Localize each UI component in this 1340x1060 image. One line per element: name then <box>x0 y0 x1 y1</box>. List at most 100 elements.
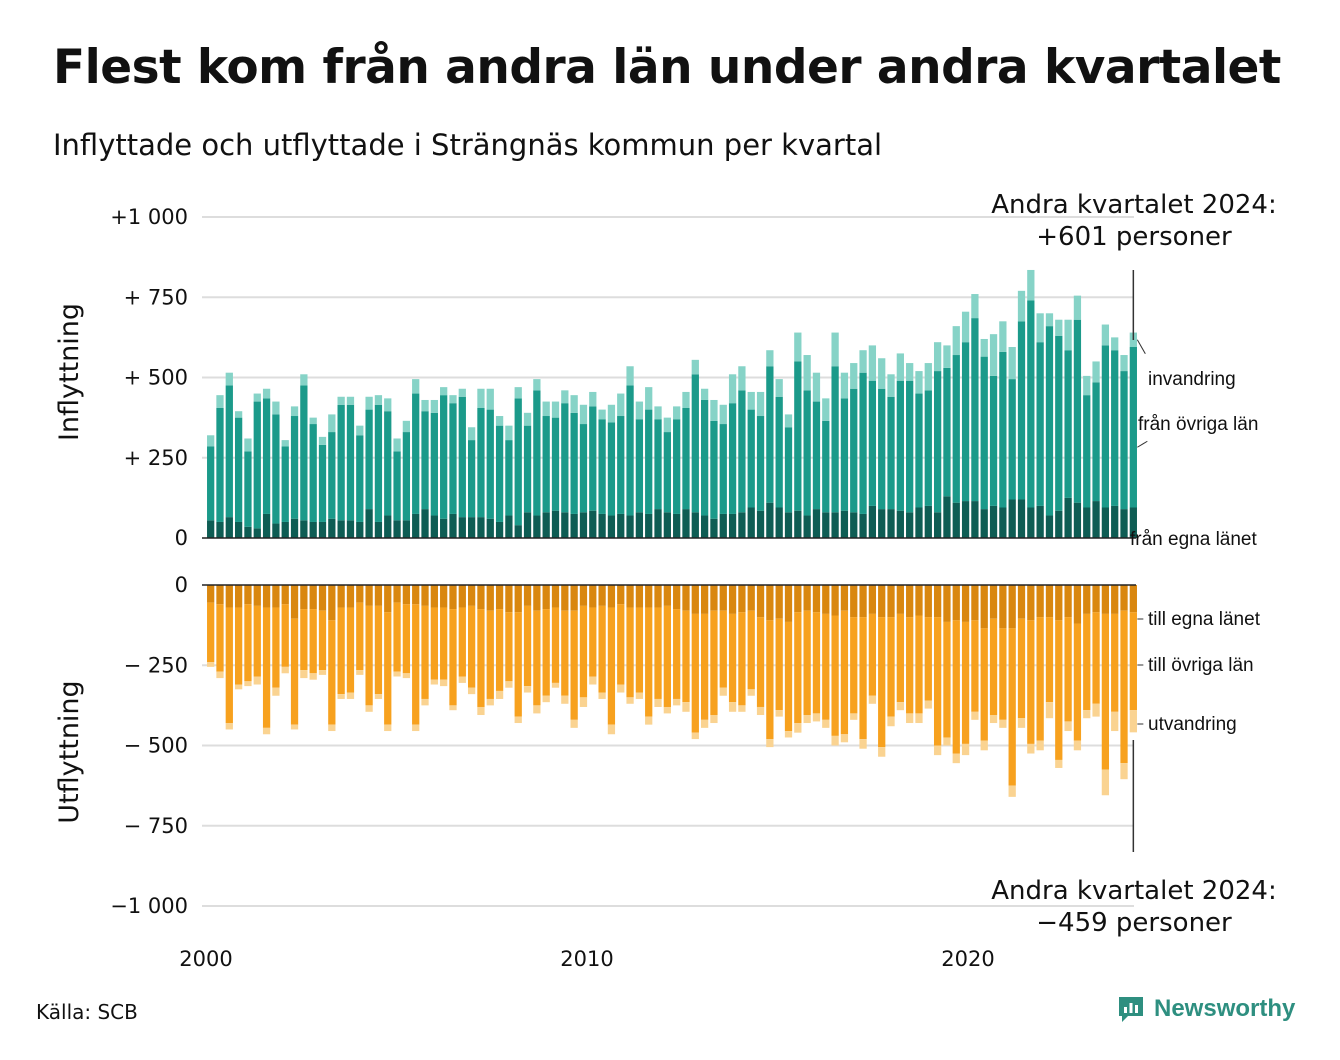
bar-in-2 <box>234 411 243 418</box>
bar-in-0 <box>356 521 364 538</box>
bar-in-2 <box>654 406 662 420</box>
series-labels: invandring från övriga län från egna länet… <box>1130 339 1261 735</box>
bar-out-0 <box>430 585 438 608</box>
bar-in-1 <box>710 420 718 519</box>
bar-out-0 <box>1129 585 1137 613</box>
bar-in-1 <box>691 374 699 513</box>
bar-in-0 <box>393 520 401 539</box>
bar-in-2 <box>551 401 560 418</box>
bar-in-2 <box>570 395 578 413</box>
bar-out-2 <box>784 731 793 738</box>
bar-out-2 <box>971 711 979 720</box>
bar-in-1 <box>1111 350 1119 506</box>
bar-out-0 <box>281 585 289 605</box>
bar-out-2 <box>589 676 597 685</box>
bar-in-0 <box>253 528 261 538</box>
annotation-top-line2: +601 personer <box>1036 222 1232 252</box>
bar-out-2 <box>1073 740 1082 751</box>
bar-in-2 <box>840 372 849 399</box>
bar-in-0 <box>477 517 485 538</box>
bar-in-0 <box>645 513 653 538</box>
bar-in-2 <box>290 406 299 417</box>
bar-out-2 <box>738 705 746 712</box>
bar-in-0 <box>840 510 849 538</box>
bar-out-0 <box>775 585 783 619</box>
bar-in-0 <box>952 502 960 538</box>
bar-in-0 <box>747 507 755 538</box>
bar-out-1 <box>523 605 532 687</box>
bar-in-2 <box>915 371 923 394</box>
bar-out-1 <box>822 613 830 720</box>
bar-out-2 <box>645 716 653 725</box>
brand-name: Newsworthy <box>1154 995 1296 1022</box>
brand-logo[interactable]: Newsworthy <box>1116 994 1295 1024</box>
bar-in-2 <box>971 294 979 319</box>
bar-out-0 <box>551 585 560 608</box>
bar-in-1 <box>896 380 904 511</box>
bar-in-2 <box>803 355 811 391</box>
bar-in-1 <box>1017 321 1026 500</box>
bar-in-1 <box>225 385 233 518</box>
bar-in-2 <box>421 399 429 412</box>
bar-out-2 <box>822 719 830 728</box>
bar-out-0 <box>561 585 569 611</box>
bar-out-1 <box>225 607 233 724</box>
bar-in-2 <box>961 311 970 343</box>
bar-in-2 <box>225 372 233 386</box>
bar-out-0 <box>486 585 494 611</box>
bar-in-0 <box>999 507 1007 538</box>
bar-out-0 <box>458 585 466 608</box>
bar-in-0 <box>617 513 625 538</box>
bar-in-1 <box>207 446 215 521</box>
newsworthy-logo-icon <box>1119 997 1143 1022</box>
bar-out-0 <box>691 585 699 614</box>
bar-in-1 <box>1129 347 1137 508</box>
bar-out-1 <box>906 617 914 714</box>
bar-in-2 <box>207 435 215 447</box>
bar-in-0 <box>1111 505 1119 538</box>
bar-in-1 <box>635 419 644 513</box>
bar-out-0 <box>533 585 541 611</box>
bar-in-1 <box>440 395 448 519</box>
bar-out-2 <box>728 702 737 712</box>
bar-in-2 <box>449 395 457 404</box>
bar-out-2 <box>477 706 485 716</box>
bar-in-1 <box>794 361 802 511</box>
bar-in-0 <box>430 515 438 538</box>
bar-out-2 <box>1101 769 1110 796</box>
bar-out-0 <box>523 585 532 606</box>
bar-in-1 <box>495 425 504 522</box>
bar-out-2 <box>356 670 364 675</box>
bar-in-2 <box>533 379 541 391</box>
bar-in-2 <box>253 393 261 402</box>
bar-in-2 <box>738 366 746 391</box>
bar-out-2 <box>234 684 243 690</box>
bar-out-0 <box>933 585 942 618</box>
bar-out-0 <box>1083 585 1091 614</box>
bar-out-2 <box>561 695 569 704</box>
bar-in-0 <box>300 520 308 539</box>
bar-out-2 <box>961 743 970 756</box>
bar-out-1 <box>1027 620 1035 744</box>
bar-in-2 <box>794 332 802 362</box>
bar-out-0 <box>999 585 1007 629</box>
bar-in-2 <box>393 438 401 452</box>
bar-out-1 <box>654 607 662 699</box>
bar-in-1 <box>1045 326 1054 516</box>
bar-out-1 <box>700 613 709 720</box>
bar-out-2 <box>514 716 522 724</box>
bar-in-0 <box>1055 510 1063 538</box>
bar-out-1 <box>300 609 308 671</box>
bar-out-0 <box>309 585 317 610</box>
bar-in-2 <box>244 438 252 452</box>
bar-in-0 <box>551 510 560 538</box>
bar-in-1 <box>318 444 327 522</box>
bar-in-1 <box>458 396 466 518</box>
bar-in-1 <box>1064 350 1072 498</box>
bar-out-1 <box>682 610 690 703</box>
bar-in-0 <box>691 512 699 538</box>
bar-out-2 <box>225 723 233 730</box>
bar-out-1 <box>589 607 597 677</box>
bar-in-2 <box>486 388 494 410</box>
bar-out-1 <box>999 628 1007 720</box>
